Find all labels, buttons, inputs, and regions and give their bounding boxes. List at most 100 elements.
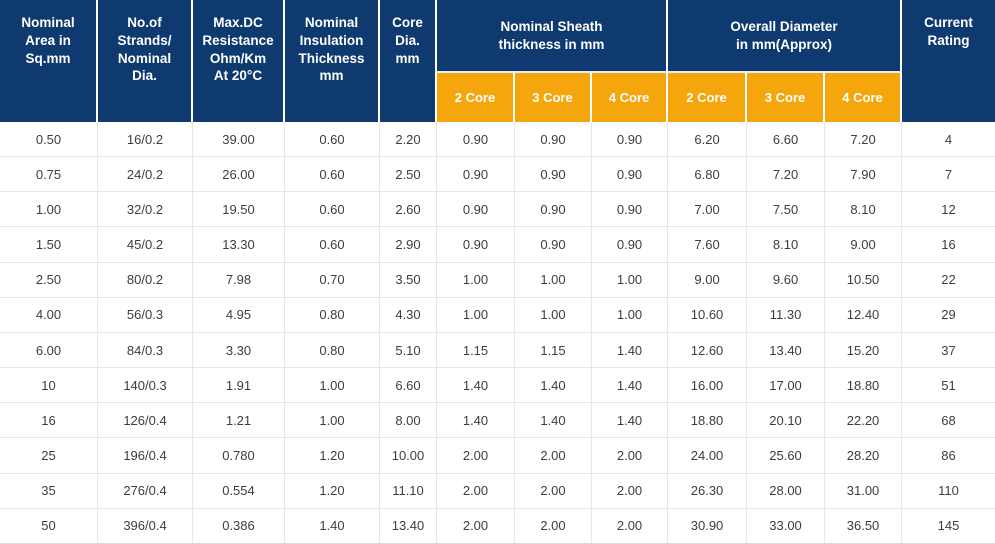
cell: 1.00 [592, 262, 669, 298]
cell: 4.00 [0, 297, 98, 333]
header-max-dc-resistance: Max.DC Resistance Ohm/Km At 20°C [193, 0, 285, 122]
cell: 2.00 [437, 473, 515, 509]
cell: 4.30 [380, 297, 437, 333]
cell: 0.60 [285, 192, 380, 228]
cell: 30.90 [668, 508, 748, 544]
cell: 9.00 [825, 227, 903, 263]
cell: 18.80 [668, 403, 748, 439]
cell: 29 [902, 297, 995, 333]
cell: 0.90 [437, 122, 515, 158]
cell: 0.554 [193, 473, 285, 509]
table-row: 0.50 16/0.2 39.00 0.60 2.20 0.90 0.90 0.90 6.20 6… [0, 122, 995, 158]
cell: 0.386 [193, 508, 285, 544]
cell: 80/0.2 [98, 262, 193, 298]
cell: 1.40 [515, 368, 592, 404]
table-row: 50 396/0.4 0.386 1.40 13.40 2.00 2.00 2.00 30.90… [0, 508, 995, 544]
cell: 15.20 [825, 332, 903, 369]
cell: 7.00 [668, 192, 748, 228]
cell: 6.80 [668, 157, 748, 193]
cell: 4.95 [193, 297, 285, 333]
cell: 8.00 [380, 403, 437, 439]
cell: 1.40 [592, 332, 669, 369]
cell: 0.60 [285, 227, 380, 263]
cell: 31.00 [825, 473, 903, 509]
cell: 50 [0, 508, 98, 544]
cell: 16/0.2 [98, 122, 193, 158]
cell: 25 [0, 438, 98, 474]
cell: 26.30 [668, 473, 748, 509]
cell: 56/0.3 [98, 297, 193, 333]
header-current-rating: Current Rating [902, 0, 995, 122]
cell: 4 [902, 122, 995, 158]
cell: 0.90 [592, 227, 669, 263]
cell: 2.50 [380, 157, 437, 193]
cell: 25.60 [747, 438, 826, 474]
cell: 24/0.2 [98, 157, 193, 193]
cell: 2.00 [515, 438, 592, 474]
cell: 1.00 [285, 403, 380, 439]
cell: 110 [902, 473, 995, 509]
header-insulation-thickness: Nominal Insulation Thickness mm [285, 0, 380, 122]
cell: 2.00 [592, 473, 669, 509]
cell: 10.60 [668, 297, 748, 333]
subheader-sheath-2core: 2 Core [437, 73, 515, 122]
cell: 1.00 [437, 297, 515, 333]
header-group-sheath-thickness: Nominal Sheath thickness in mm [437, 0, 669, 73]
cell: 39.00 [193, 122, 285, 158]
cell: 2.00 [437, 438, 515, 474]
cell: 22 [902, 262, 995, 298]
cell: 0.75 [0, 157, 98, 193]
cell: 1.40 [515, 403, 592, 439]
cell: 0.90 [437, 157, 515, 193]
cell: 9.60 [747, 262, 826, 298]
cell: 1.40 [437, 368, 515, 404]
cell: 32/0.2 [98, 192, 193, 228]
cell: 16.00 [668, 368, 748, 404]
cell: 0.90 [515, 192, 592, 228]
cell: 7.60 [668, 227, 748, 263]
cell: 6.20 [668, 122, 748, 158]
cell: 3.50 [380, 262, 437, 298]
cell: 12 [902, 192, 995, 228]
cell: 145 [902, 508, 995, 544]
cell: 0.80 [285, 297, 380, 333]
cell: 8.10 [747, 227, 826, 263]
header-group-overall-diameter: Overall Diameter in mm(Approx) [668, 0, 903, 73]
cell: 7 [902, 157, 995, 193]
cell: 1.00 [515, 297, 592, 333]
cell: 7.98 [193, 262, 285, 298]
cell: 1.50 [0, 227, 98, 263]
table-row: 25 196/0.4 0.780 1.20 10.00 2.00 2.00 2.00 24.00… [0, 438, 995, 474]
cell: 1.40 [592, 368, 669, 404]
cell: 1.00 [592, 297, 669, 333]
cell: 1.91 [193, 368, 285, 404]
cell: 22.20 [825, 403, 903, 439]
cell: 2.00 [592, 438, 669, 474]
cell: 12.60 [668, 332, 748, 369]
cell: 2.50 [0, 262, 98, 298]
subheader-overall-4core: 4 Core [825, 73, 903, 122]
cell: 2.00 [515, 508, 592, 544]
cell: 1.40 [592, 403, 669, 439]
table-row: 10 140/0.3 1.91 1.00 6.60 1.40 1.40 1.40 16.00 17… [0, 368, 995, 404]
cell: 1.21 [193, 403, 285, 439]
cell: 396/0.4 [98, 508, 193, 544]
cell: 2.00 [592, 508, 669, 544]
header-strands: No.of Strands/ Nominal Dia. [98, 0, 193, 122]
table-row: 6.00 84/0.3 3.30 0.80 5.10 1.15 1.15 1.40 12.60 1… [0, 332, 995, 369]
cell: 126/0.4 [98, 403, 193, 439]
cell: 13.40 [380, 508, 437, 544]
header-row-main: Nominal Area in Sq.mm No.of Strands/ Nom… [0, 0, 995, 122]
cell: 0.90 [592, 192, 669, 228]
cell: 1.00 [437, 262, 515, 298]
cell: 19.50 [193, 192, 285, 228]
cell: 2.20 [380, 122, 437, 158]
cell: 0.90 [592, 122, 669, 158]
cell: 6.60 [747, 122, 826, 158]
table-row: 1.50 45/0.2 13.30 0.60 2.90 0.90 0.90 0.90 7.60 8… [0, 227, 995, 263]
cell: 0.60 [285, 122, 380, 158]
cell: 24.00 [668, 438, 748, 474]
subheader-overall-3core: 3 Core [747, 73, 826, 122]
cell: 0.90 [592, 157, 669, 193]
